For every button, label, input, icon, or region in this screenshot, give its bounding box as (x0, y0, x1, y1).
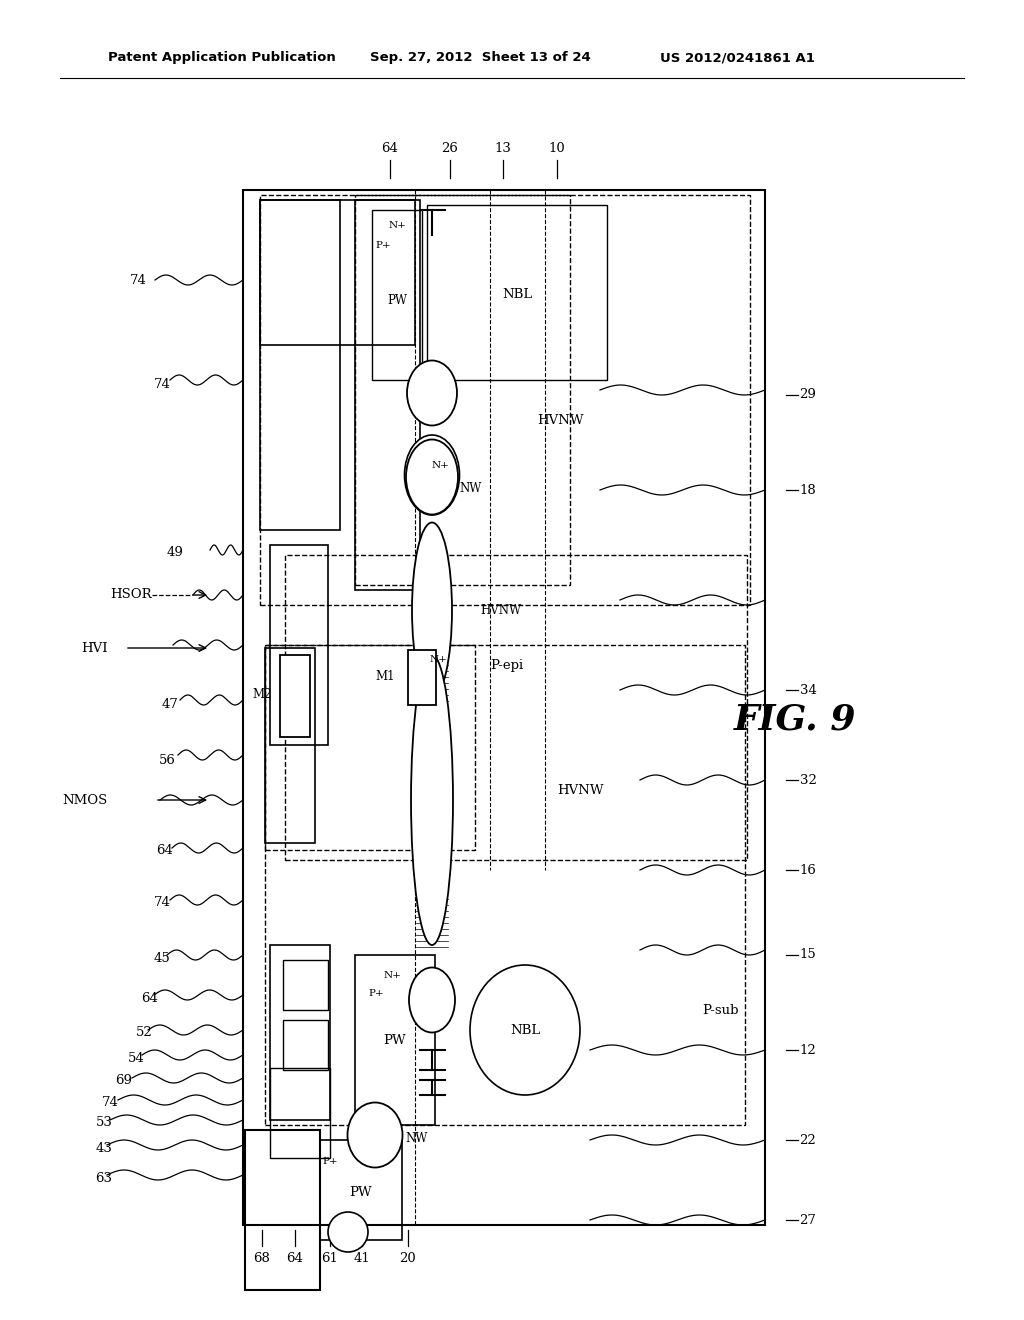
Text: 13: 13 (495, 141, 511, 154)
Text: 68: 68 (254, 1251, 270, 1265)
Text: 61: 61 (322, 1251, 339, 1265)
Bar (280, 655, 310, 737)
Text: HVNW: HVNW (480, 603, 521, 616)
Text: NW: NW (406, 1131, 427, 1144)
Text: 74: 74 (101, 1097, 119, 1110)
Text: P-sub: P-sub (701, 1003, 738, 1016)
Bar (319, 1140, 402, 1239)
Text: N+: N+ (388, 220, 406, 230)
Text: HVI: HVI (81, 642, 108, 655)
Text: PW: PW (384, 1034, 407, 1047)
Ellipse shape (347, 1102, 402, 1167)
Ellipse shape (408, 363, 456, 422)
Bar (260, 201, 340, 531)
Text: 16: 16 (800, 863, 816, 876)
Text: M1: M1 (376, 671, 395, 684)
Text: 45: 45 (154, 952, 170, 965)
Bar (260, 195, 750, 605)
Ellipse shape (406, 440, 458, 515)
Text: 64: 64 (141, 991, 159, 1005)
Text: 74: 74 (154, 379, 170, 392)
Bar (285, 554, 746, 861)
Text: 41: 41 (353, 1251, 371, 1265)
Bar (265, 645, 745, 1125)
Bar (283, 960, 328, 1010)
Ellipse shape (411, 655, 453, 945)
Text: 56: 56 (159, 754, 175, 767)
Text: 12: 12 (800, 1044, 816, 1056)
Bar (270, 945, 330, 1119)
Text: 74: 74 (130, 273, 146, 286)
Ellipse shape (407, 360, 457, 425)
Bar (283, 1020, 328, 1071)
Text: 22: 22 (800, 1134, 816, 1147)
Text: 32: 32 (800, 774, 816, 787)
Ellipse shape (412, 523, 452, 697)
Text: 26: 26 (441, 141, 459, 154)
Text: HVNW: HVNW (537, 413, 584, 426)
Bar (355, 195, 570, 585)
Text: 15: 15 (800, 949, 816, 961)
Text: 64: 64 (287, 1251, 303, 1265)
Text: PW: PW (387, 293, 407, 306)
Text: P+: P+ (323, 1158, 338, 1167)
Text: PW: PW (349, 1185, 373, 1199)
Text: 63: 63 (95, 1172, 113, 1184)
Text: 69: 69 (116, 1073, 132, 1086)
Text: 54: 54 (128, 1052, 144, 1064)
Text: NBL: NBL (510, 1023, 540, 1036)
Bar (427, 205, 607, 380)
Text: 27: 27 (800, 1213, 816, 1226)
Text: 47: 47 (162, 698, 178, 711)
Text: 18: 18 (800, 483, 816, 496)
Text: NMOS: NMOS (62, 793, 108, 807)
Bar (270, 1068, 330, 1158)
Text: 49: 49 (167, 546, 183, 560)
Bar (372, 210, 422, 380)
Text: US 2012/0241861 A1: US 2012/0241861 A1 (660, 51, 815, 65)
Text: 43: 43 (95, 1142, 113, 1155)
Bar (265, 645, 475, 850)
Text: 64: 64 (382, 141, 398, 154)
Text: HSOR: HSOR (111, 589, 152, 602)
Bar (265, 648, 315, 843)
Ellipse shape (404, 436, 460, 515)
Text: 74: 74 (154, 896, 170, 909)
Text: 64: 64 (157, 843, 173, 857)
Text: P-epi: P-epi (490, 659, 523, 672)
Text: FIG. 9: FIG. 9 (734, 704, 856, 737)
Bar (260, 201, 415, 345)
Text: NBL: NBL (502, 289, 532, 301)
Text: 29: 29 (800, 388, 816, 401)
Bar (408, 649, 436, 705)
Bar (243, 190, 765, 1225)
Text: N+: N+ (429, 656, 446, 664)
Text: Sep. 27, 2012  Sheet 13 of 24: Sep. 27, 2012 Sheet 13 of 24 (370, 51, 591, 65)
Text: M2: M2 (253, 688, 272, 701)
Text: NW: NW (459, 482, 481, 495)
Text: 34: 34 (800, 684, 816, 697)
Text: 53: 53 (95, 1117, 113, 1130)
Bar (355, 954, 435, 1125)
Ellipse shape (328, 1212, 368, 1251)
Text: 20: 20 (399, 1251, 417, 1265)
Ellipse shape (409, 968, 455, 1032)
Bar (245, 1130, 319, 1290)
Text: 10: 10 (549, 141, 565, 154)
Text: HVNW: HVNW (557, 784, 603, 796)
Text: P+: P+ (369, 989, 384, 998)
Bar (355, 201, 420, 590)
Text: Patent Application Publication: Patent Application Publication (108, 51, 336, 65)
Text: N+: N+ (383, 970, 401, 979)
Text: N+: N+ (431, 461, 449, 470)
Text: 52: 52 (135, 1027, 153, 1040)
Ellipse shape (470, 965, 580, 1096)
Bar (270, 545, 328, 744)
Text: P+: P+ (375, 240, 391, 249)
